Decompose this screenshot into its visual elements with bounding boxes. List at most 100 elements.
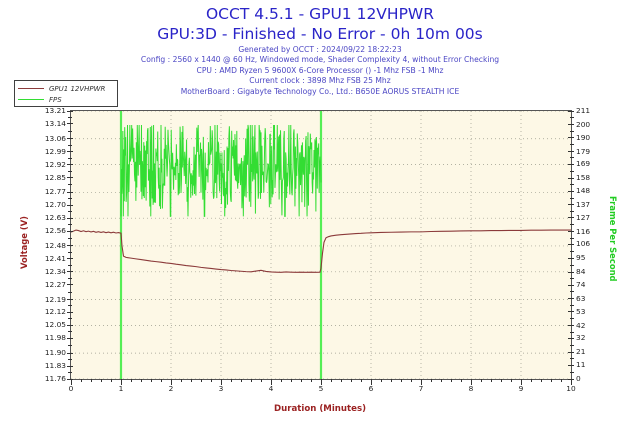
y-tick-mark-left-minor xyxy=(68,331,72,333)
x-tick-mark-minor xyxy=(300,379,302,382)
y-tick-mark-left-minor xyxy=(68,264,72,266)
y-tick-mark-left-minor xyxy=(68,170,72,172)
x-tick-mark-minor xyxy=(430,379,432,382)
x-tick-mark-minor xyxy=(330,379,332,382)
x-tick-label: 1 xyxy=(118,384,124,393)
y-tick-label-right: 84 xyxy=(576,267,586,277)
x-tick-mark xyxy=(320,379,322,385)
y-tick-label-right: 200 xyxy=(576,119,591,129)
x-tick-mark-minor xyxy=(550,379,552,382)
series-line-voltage xyxy=(71,229,571,273)
x-tick-mark xyxy=(270,379,272,385)
legend-label-voltage: GPU1 12VHPWR xyxy=(49,84,106,93)
y-tick-mark-left xyxy=(67,151,73,153)
y-tick-label-left: 12.63 xyxy=(44,213,66,223)
y-tick-label-right: 74 xyxy=(576,280,586,289)
line-swatch-icon xyxy=(18,88,44,89)
y-tick-label-left: 12.34 xyxy=(44,266,66,276)
y-tick-mark-right-minor xyxy=(570,184,574,186)
y-tick-label-right: 21 xyxy=(576,347,586,357)
y-tick-label-left: 12.70 xyxy=(44,200,66,210)
metadata-generated: Generated by OCCT : 2024/09/22 18:22:23 xyxy=(238,45,402,54)
y-tick-label-right: 190 xyxy=(576,132,591,142)
y-tick-mark-right xyxy=(568,243,574,245)
page-title: OCCT 4.5.1 - GPU1 12VHPWR GPU:3D - Finis… xyxy=(0,4,640,45)
metadata-clock: Current clock : 3898 Mhz FSB 25 Mhz xyxy=(249,76,391,86)
x-tick-label: 7 xyxy=(418,384,424,393)
x-tick-mark-minor xyxy=(280,379,282,382)
series-line-fps xyxy=(120,124,322,217)
x-tick-mark-minor xyxy=(460,379,462,382)
plot-area xyxy=(70,110,572,380)
x-tick-mark xyxy=(220,379,222,385)
y-tick-mark-right-minor xyxy=(570,157,574,159)
y-tick-label-right: 95 xyxy=(576,253,586,263)
x-tick-mark-minor xyxy=(500,379,502,382)
y-tick-mark-left xyxy=(67,245,73,247)
x-tick-mark-minor xyxy=(180,379,182,382)
y-tick-mark-left xyxy=(67,258,73,260)
y-tick-mark-left-minor xyxy=(68,305,72,307)
y-tick-mark-left xyxy=(67,324,73,326)
y-tick-mark-right xyxy=(568,271,574,273)
metadata-config: Config : 2560 x 1440 @ 60 Hz, Windowed m… xyxy=(140,55,500,65)
x-tick-mark-minor xyxy=(530,379,532,382)
y-tick-mark-right-minor xyxy=(570,237,574,239)
y-tick-label-left: 11.76 xyxy=(44,374,66,383)
y-tick-mark-right xyxy=(568,177,574,179)
y-tick-label-right: 11 xyxy=(576,360,586,370)
y-tick-mark-left-minor xyxy=(68,277,72,279)
y-tick-mark-right-minor xyxy=(570,224,574,226)
y-tick-mark-left-minor xyxy=(68,238,72,240)
y-tick-mark-left xyxy=(67,217,73,219)
y-tick-mark-left xyxy=(67,164,73,166)
x-tick-mark xyxy=(420,379,422,385)
x-tick-mark-minor xyxy=(140,379,142,382)
y-tick-label-right: 127 xyxy=(576,212,591,222)
y-tick-label-left: 12.19 xyxy=(44,294,66,304)
x-tick-mark-minor xyxy=(410,379,412,382)
y-tick-mark-left xyxy=(67,284,73,286)
y-tick-mark-right xyxy=(568,325,574,327)
x-axis-title: Duration (Minutes) xyxy=(274,404,366,414)
y-tick-mark-right xyxy=(568,190,574,192)
y-tick-mark-right-minor xyxy=(570,318,574,320)
y-tick-label-left: 11.90 xyxy=(44,348,66,358)
y-tick-label-right: 106 xyxy=(576,239,591,249)
x-tick-mark-minor xyxy=(340,379,342,382)
x-tick-mark-minor xyxy=(130,379,132,382)
x-tick-label: 8 xyxy=(468,384,474,393)
x-tick-label: 4 xyxy=(268,384,274,393)
x-tick-mark xyxy=(470,379,472,385)
y-tick-mark-left xyxy=(67,311,73,313)
chart-legend: GPU1 12VHPWR FPS xyxy=(14,80,118,107)
x-tick-mark xyxy=(520,379,522,385)
y-tick-label-right: 42 xyxy=(576,320,586,330)
y-tick-mark-left xyxy=(67,110,73,112)
y-tick-mark-left-minor xyxy=(68,184,72,186)
x-tick-mark-minor xyxy=(190,379,192,382)
metadata-motherboard: MotherBoard : Gigabyte Technology Co., L… xyxy=(180,86,460,96)
x-tick-label: 5 xyxy=(318,384,324,393)
x-tick-mark-minor xyxy=(440,379,442,382)
y-tick-mark-left xyxy=(67,378,73,380)
y-tick-mark-left-minor xyxy=(68,359,72,361)
y-tick-mark-right-minor xyxy=(570,264,574,266)
x-tick-mark xyxy=(120,379,122,385)
x-tick-mark xyxy=(70,379,72,385)
y-tick-label-left: 13.21 xyxy=(44,106,66,115)
y-tick-mark-right xyxy=(568,231,574,233)
x-tick-mark-minor xyxy=(90,379,92,382)
y-tick-mark-left xyxy=(67,299,73,301)
y-tick-mark-left xyxy=(67,191,73,193)
y-tick-mark-right xyxy=(568,311,574,313)
y-tick-mark-left-minor xyxy=(68,211,72,213)
y-tick-mark-right-minor xyxy=(570,278,574,280)
y-tick-mark-left xyxy=(67,337,73,339)
y-tick-label-left: 12.92 xyxy=(44,159,66,169)
y-tick-label-left: 12.77 xyxy=(44,187,66,197)
x-tick-mark-minor xyxy=(390,379,392,382)
y-tick-label-left: 12.48 xyxy=(44,240,66,250)
y-tick-mark-right xyxy=(568,284,574,286)
